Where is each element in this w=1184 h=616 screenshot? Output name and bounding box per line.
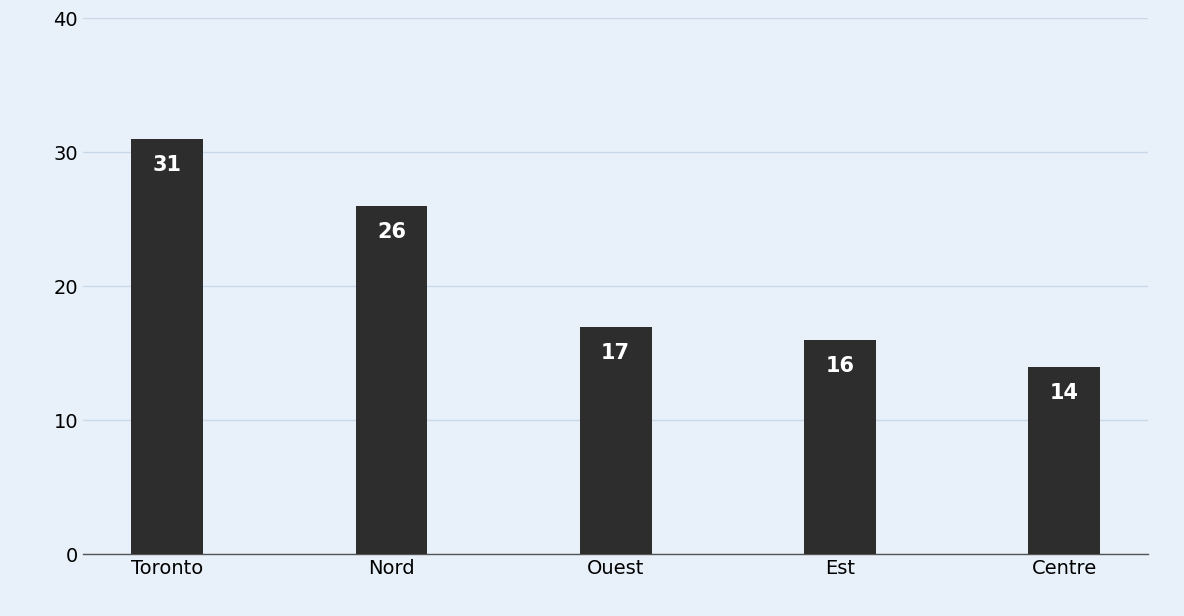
Bar — [1028, 367, 1100, 554]
Bar — [580, 326, 651, 554]
Bar — [131, 139, 204, 554]
Text: 16: 16 — [825, 356, 855, 376]
Text: 26: 26 — [377, 222, 406, 242]
Text: 14: 14 — [1050, 383, 1079, 403]
Text: 17: 17 — [601, 342, 630, 363]
Bar — [355, 206, 427, 554]
Text: 31: 31 — [153, 155, 181, 175]
Bar — [804, 340, 876, 554]
